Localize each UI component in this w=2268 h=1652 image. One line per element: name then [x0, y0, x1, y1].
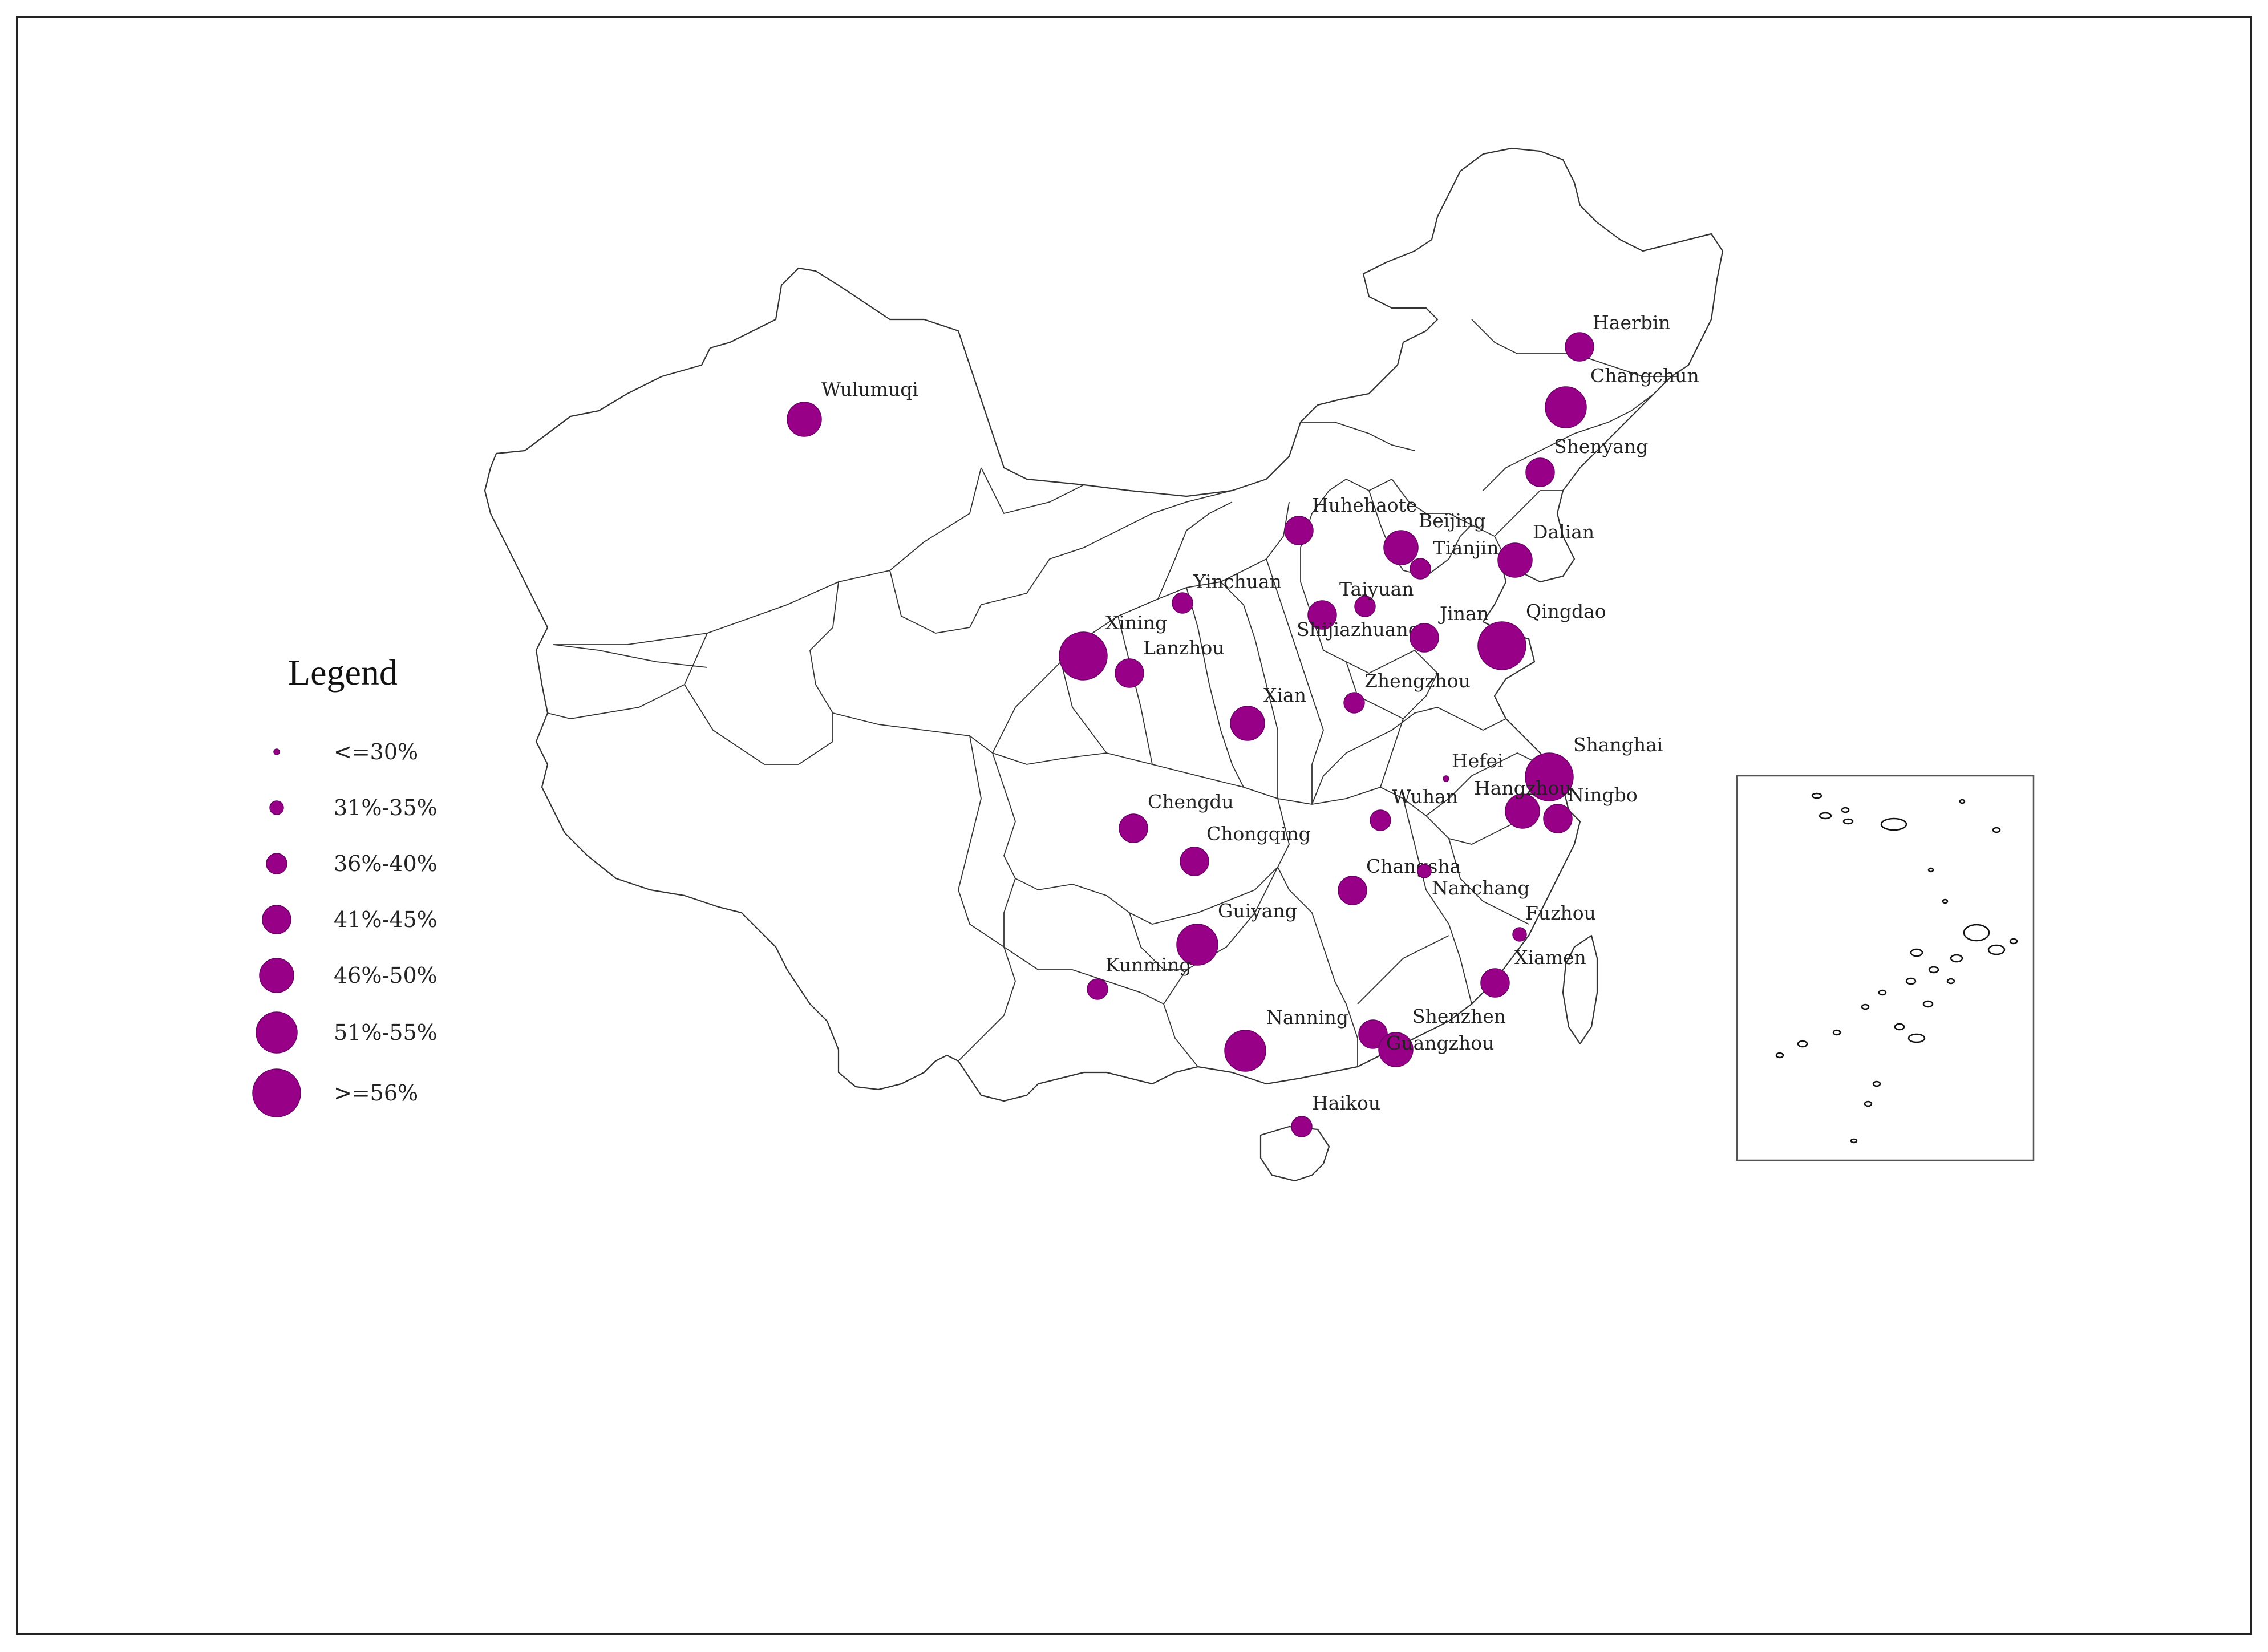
legend-label-0: <=30% — [334, 739, 418, 764]
inset-frame — [1736, 775, 2035, 1161]
legend-label-3: 41%-45% — [334, 907, 438, 932]
city-label-shenzhen: Shenzhen — [1412, 1005, 1506, 1027]
city-label-shanghai: Shanghai — [1573, 734, 1663, 756]
city-marker-shenzhen — [1358, 1019, 1388, 1049]
city-marker-nanchang — [1417, 864, 1432, 878]
city-marker-guangzhou — [1378, 1032, 1414, 1067]
city-marker-chongqing — [1180, 847, 1209, 876]
city-marker-xiamen — [1480, 968, 1510, 998]
city-marker-hangzhou — [1505, 793, 1540, 829]
city-label-zhengzhou: Zhengzhou — [1364, 670, 1471, 692]
city-label-lanzhou: Lanzhou — [1143, 637, 1225, 659]
city-label-shenyang: Shenyang — [1554, 435, 1648, 457]
city-marker-chengdu — [1119, 813, 1148, 843]
city-label-taiyuan: Taiyuan — [1339, 578, 1414, 600]
city-marker-lanzhou — [1115, 658, 1144, 688]
city-label-nanchang: Nanchang — [1432, 877, 1530, 899]
legend-label-1: 31%-35% — [334, 795, 438, 820]
city-marker-wuhan — [1370, 809, 1391, 831]
legend-symbol-1 — [269, 800, 284, 815]
city-label-xining: Xining — [1105, 612, 1167, 634]
legend-symbol-5 — [256, 1011, 298, 1054]
city-marker-qingdao — [1477, 621, 1526, 670]
city-marker-ningbo — [1543, 804, 1573, 833]
city-marker-xining — [1059, 631, 1108, 681]
legend-label-2: 36%-40% — [334, 851, 438, 876]
city-marker-beijing — [1383, 530, 1419, 565]
city-label-fuzhou: Fuzhou — [1525, 902, 1596, 924]
legend-symbol-0 — [273, 748, 280, 755]
city-marker-changsha — [1338, 876, 1367, 905]
inset-islands — [1775, 792, 2018, 1144]
city-label-haerbin: Haerbin — [1593, 311, 1671, 334]
city-label-changsha: Changsha — [1366, 855, 1461, 877]
legend-title: Legend — [288, 652, 398, 693]
city-label-yinchuan: Yinchuan — [1193, 570, 1282, 593]
city-marker-shijiazhuang — [1307, 600, 1337, 630]
city-marker-wulumuqi — [787, 402, 822, 437]
city-label-xian: Xian — [1263, 684, 1306, 706]
city-label-ningbo: Ningbo — [1568, 784, 1638, 806]
city-marker-zhengzhou — [1343, 692, 1365, 714]
city-label-wuhan: Wuhan — [1392, 785, 1458, 808]
city-label-hangzhou: Hangzhou — [1474, 777, 1572, 799]
south-china-sea-inset — [1736, 775, 2035, 1161]
city-marker-yinchuan — [1172, 592, 1193, 614]
city-marker-jinan — [1410, 623, 1439, 653]
city-markers: Haerbin Changchun Shenyang Wulumuqi Huhehaot… — [787, 311, 1699, 1137]
city-marker-tianjin — [1410, 558, 1431, 580]
city-marker-fuzhou — [1512, 927, 1527, 942]
city-label-dalian: Dalian — [1533, 521, 1594, 543]
city-marker-hefei — [1443, 775, 1449, 782]
city-label-shijiazhuang: Shijiazhuang — [1297, 618, 1420, 641]
legend-label-4: 46%-50% — [334, 963, 438, 988]
city-marker-kunming — [1087, 978, 1108, 1000]
city-marker-haerbin — [1565, 332, 1594, 362]
country-outline — [484, 147, 1724, 1102]
city-label-changchun: Changchun — [1590, 365, 1699, 387]
city-label-chongqing: Chongqing — [1206, 823, 1311, 845]
city-label-guangzhou: Guangzhou — [1386, 1032, 1494, 1054]
city-label-wulumuqi: Wulumuqi — [821, 378, 918, 400]
city-marker-guiyang — [1176, 924, 1218, 966]
city-label-jinan: Jinan — [1438, 602, 1489, 625]
legend-symbol-3 — [262, 905, 291, 934]
city-marker-dalian — [1497, 542, 1533, 578]
legend-symbol-4 — [259, 958, 294, 993]
city-label-huhehaote: Huhehaote — [1312, 494, 1417, 516]
city-marker-huhehaote — [1284, 516, 1314, 545]
city-marker-taiyuan — [1354, 596, 1376, 617]
city-marker-changchun — [1545, 386, 1587, 428]
legend-symbol-6 — [252, 1068, 301, 1117]
city-label-haikou: Haikou — [1312, 1092, 1380, 1114]
legend: Legend <=30% 31%-35% 36%-40% 41%-45% 46%-50%… — [252, 652, 438, 1117]
legend-label-5: 51%-55% — [334, 1020, 438, 1045]
taiwan-outline — [1562, 934, 1598, 1045]
city-label-kunming: Kunming — [1105, 954, 1192, 976]
city-label-chengdu: Chengdu — [1148, 791, 1234, 813]
city-label-qingdao: Qingdao — [1526, 600, 1606, 622]
city-marker-nanning — [1224, 1030, 1266, 1072]
legend-symbol-2 — [266, 853, 287, 874]
city-label-tianjin: Tianjin — [1433, 537, 1499, 559]
city-label-xiamen: Xiamen — [1514, 946, 1586, 969]
city-label-guiyang: Guiyang — [1218, 900, 1297, 922]
city-label-nanning: Nanning — [1266, 1006, 1348, 1029]
city-marker-haikou — [1291, 1116, 1313, 1137]
province-boundaries — [484, 147, 1724, 1182]
map-frame — [16, 16, 2252, 1635]
legend-label-6: >=56% — [334, 1080, 418, 1106]
city-marker-shenyang — [1525, 457, 1555, 487]
city-marker-shanghai — [1525, 752, 1574, 801]
city-label-beijing: Beijing — [1419, 509, 1486, 532]
city-label-hefei: Hefei — [1452, 750, 1504, 772]
city-marker-xian — [1230, 706, 1265, 741]
